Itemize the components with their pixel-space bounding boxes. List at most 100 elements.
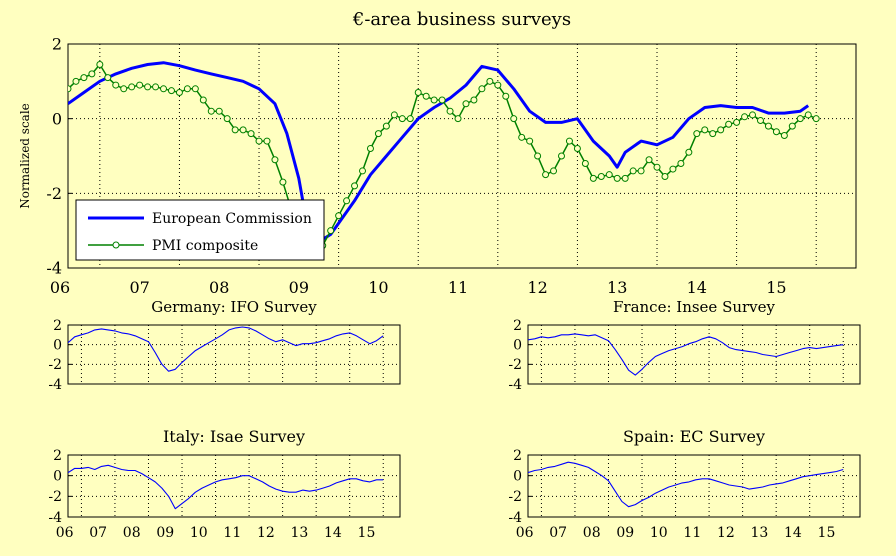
main-series-point (470, 96, 478, 104)
italy-xtick-label: 10 (190, 525, 208, 541)
italy-series-line-0 (68, 464, 384, 510)
main-legend-label: European Commission (152, 211, 312, 227)
main-series-point (390, 111, 398, 119)
main-series-point (279, 178, 287, 186)
italy-xtick-label: 07 (89, 525, 107, 541)
main-ylabel: Normalized scale (18, 103, 32, 209)
main-series-point (780, 131, 788, 139)
main-series-point (589, 174, 597, 182)
main-series-point (422, 92, 430, 100)
germany-ytick-label: -4 (48, 377, 62, 393)
main-series-point (788, 122, 796, 130)
france-ytick-label: -2 (508, 357, 522, 373)
main-series-point (486, 77, 494, 85)
main-series-point (446, 107, 454, 115)
italy-xtick-label: 13 (290, 525, 308, 541)
main-series-point (621, 174, 629, 182)
spain-title: Spain: EC Survey (623, 427, 765, 446)
italy-title: Italy: Isae Survey (163, 427, 305, 446)
main-series-point (239, 126, 247, 134)
main-series-point (725, 120, 733, 128)
main-series-point (494, 81, 502, 89)
main-legend-label: PMI composite (152, 238, 258, 254)
main-series-point (152, 83, 160, 91)
germany-frame (67, 324, 401, 385)
main-series-point (406, 115, 414, 123)
main-xtick-label: 15 (766, 278, 786, 297)
main-series-point (255, 137, 263, 145)
main-series-point (144, 83, 152, 91)
main-series-point (701, 126, 709, 134)
italy-xtick-label: 12 (257, 525, 275, 541)
main-legend-box (75, 199, 325, 261)
main-series-point (104, 74, 112, 82)
spain-ytick-label: -4 (508, 510, 522, 526)
main-series-point (645, 156, 653, 164)
main-xtick-label: 14 (687, 278, 707, 297)
main-series-point (343, 197, 351, 205)
main-series-point (263, 137, 271, 145)
main-series-point (526, 137, 534, 145)
italy-ytick-label: -4 (48, 510, 62, 526)
main-series-point (327, 227, 335, 235)
main-series-point (677, 159, 685, 167)
main-ytick-label: -2 (46, 184, 62, 203)
main-series-point (581, 159, 589, 167)
spain-ytick-label: -2 (508, 489, 522, 505)
italy-xtick-label: 06 (56, 525, 74, 541)
main-series-point (709, 130, 717, 138)
main-series-point (414, 89, 422, 97)
main-series-point (183, 85, 191, 93)
spain-xtick-label: 07 (549, 525, 567, 541)
main-series-point (573, 145, 581, 153)
main-series-point (804, 111, 812, 119)
italy-ytick-label: 2 (53, 448, 62, 464)
main-series-point (669, 165, 677, 173)
italy-xtick-label: 08 (123, 525, 141, 541)
main-series-point (653, 163, 661, 171)
main-ytick-label: -4 (46, 259, 62, 278)
main-series-point (462, 100, 470, 108)
main-xtick-label: 11 (448, 278, 468, 297)
main-series-point (160, 85, 168, 93)
main-series-point (812, 115, 820, 123)
spain-xtick-label: 08 (583, 525, 601, 541)
main-series-point (565, 137, 573, 145)
spain-ytick-label: 0 (513, 469, 522, 485)
spain-xtick-label: 11 (683, 525, 701, 541)
main-series-point (510, 115, 518, 123)
main-series-point (717, 126, 725, 134)
spain-series-line-0 (528, 461, 844, 508)
spain-xtick-label: 12 (717, 525, 735, 541)
france-title: France: Insee Survey (613, 298, 776, 316)
main-xtick-label: 07 (129, 278, 149, 297)
main-xtick-label: 10 (368, 278, 388, 297)
spain-xtick-label: 14 (784, 525, 802, 541)
main-ytick-label: 2 (52, 35, 62, 54)
main-series-point (398, 115, 406, 123)
main-series-point (478, 85, 486, 93)
italy-xtick-label: 14 (324, 525, 342, 541)
main-series-point (693, 130, 701, 138)
germany-title: Germany: IFO Survey (151, 298, 317, 316)
italy-xtick-label: 15 (358, 525, 376, 541)
main-xtick-label: 12 (527, 278, 547, 297)
main-series-point (112, 81, 120, 89)
main-xtick-label: 06 (50, 278, 70, 297)
italy-frame (67, 454, 401, 518)
germany-ytick-label: 0 (53, 338, 62, 354)
italy-ytick-label: 0 (53, 469, 62, 485)
main-series-point (215, 107, 223, 115)
main-series-point (231, 126, 239, 134)
main-series-point (207, 107, 215, 115)
main-series-point (597, 173, 605, 181)
main-series-point (613, 174, 621, 182)
main-series-point (88, 70, 96, 78)
main-series-point (438, 96, 446, 104)
main-series-point (136, 81, 144, 89)
main-xtick-label: 09 (289, 278, 309, 297)
main-series-point (454, 115, 462, 123)
main-series-point (557, 152, 565, 160)
main-series-point (247, 130, 255, 138)
main-series-point (741, 113, 749, 121)
